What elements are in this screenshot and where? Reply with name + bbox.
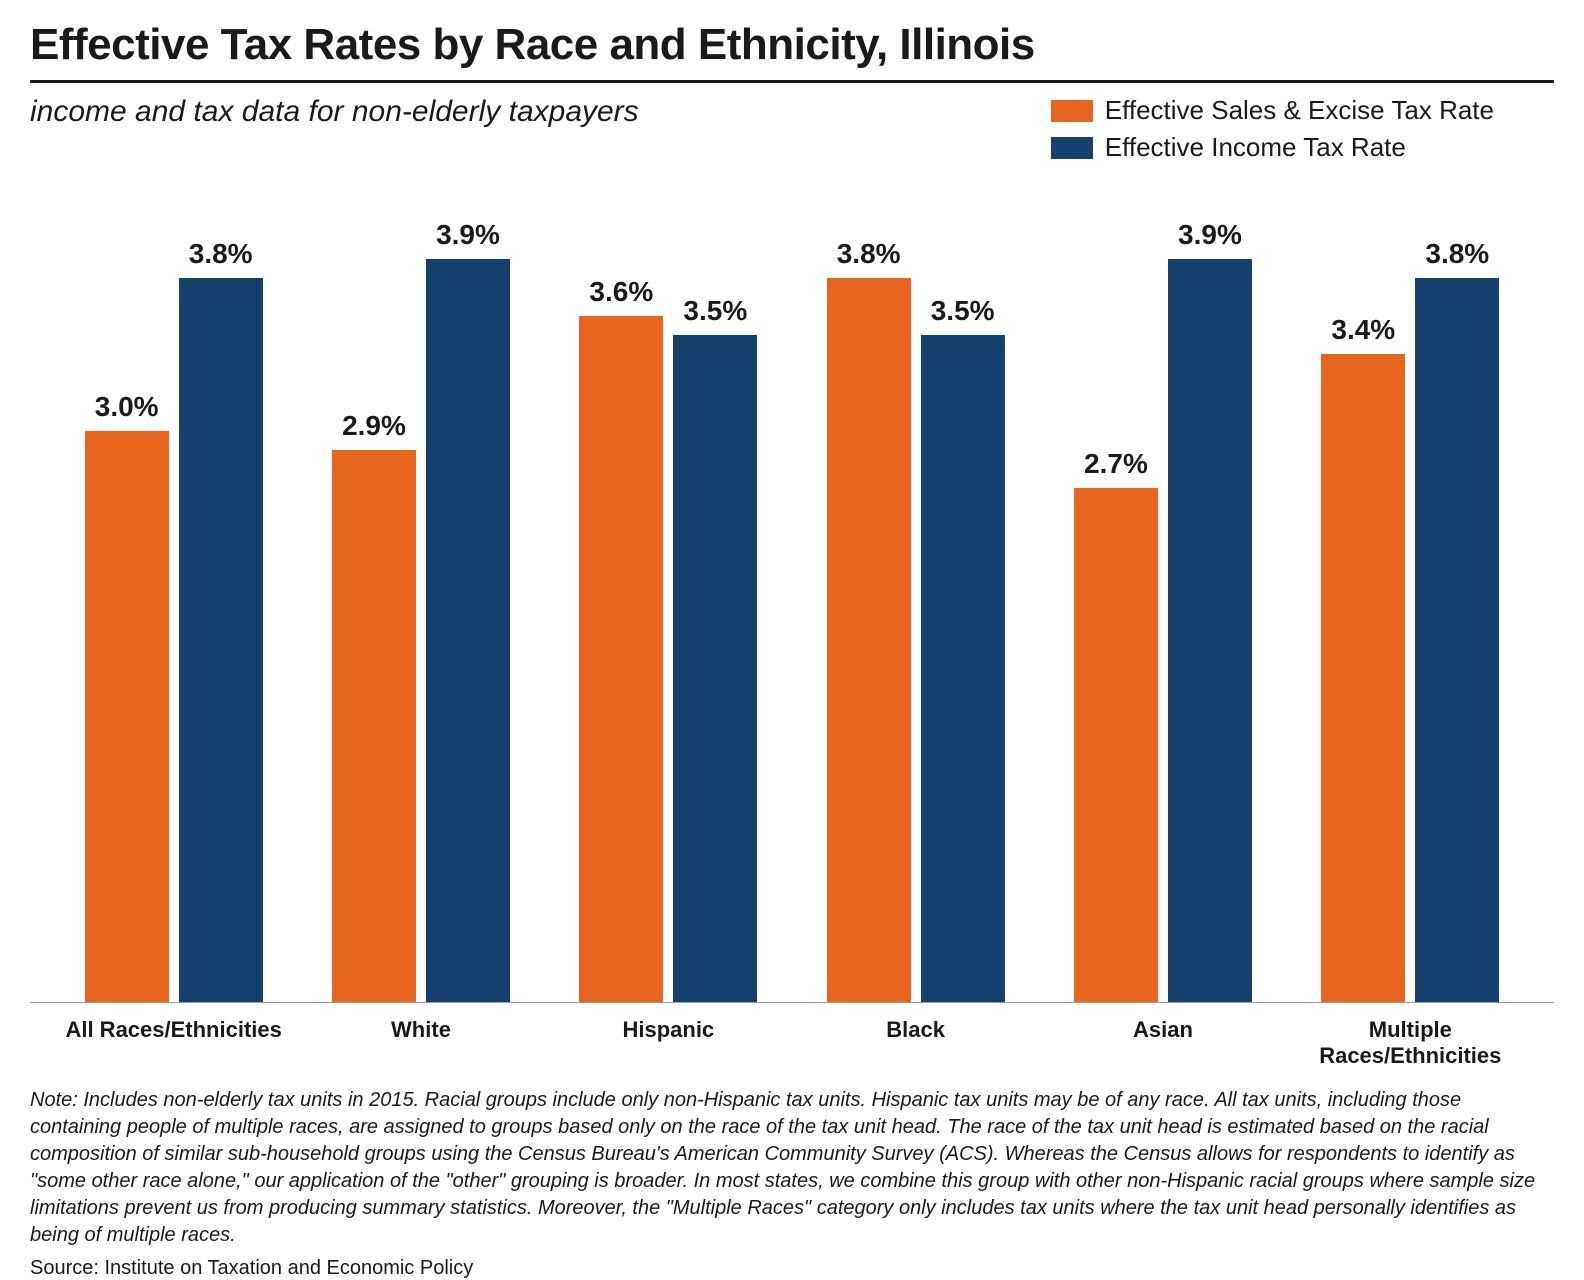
x-axis-label: Hispanic: [545, 1017, 792, 1069]
bar-sales: 3.0%: [85, 431, 169, 1002]
bar-value-label: 3.8%: [837, 238, 901, 270]
x-axis-label: All Races/Ethnicities: [50, 1017, 297, 1069]
legend: Effective Sales & Excise Tax Rate Effect…: [1051, 95, 1554, 163]
legend-label-income: Effective Income Tax Rate: [1105, 132, 1406, 163]
x-axis-label: Asian: [1039, 1017, 1286, 1069]
x-axis-labels: All Races/EthnicitiesWhiteHispanicBlackA…: [30, 1017, 1554, 1069]
legend-swatch-sales: [1051, 100, 1093, 122]
bar-value-label: 3.9%: [436, 219, 500, 251]
bar-value-label: 2.7%: [1084, 448, 1148, 480]
bar-sales: 2.9%: [332, 450, 416, 1002]
bar-sales: 2.7%: [1074, 488, 1158, 1002]
bar-value-label: 2.9%: [342, 410, 406, 442]
bar-group: 2.9%3.9%: [297, 183, 544, 1002]
x-axis-label: White: [297, 1017, 544, 1069]
x-axis-label: Black: [792, 1017, 1039, 1069]
bar-value-label: 3.5%: [683, 295, 747, 327]
legend-item-income: Effective Income Tax Rate: [1051, 132, 1494, 163]
chart-title: Effective Tax Rates by Race and Ethnicit…: [30, 20, 1554, 83]
bar-value-label: 3.9%: [1178, 219, 1242, 251]
bar-income: 3.5%: [921, 335, 1005, 1002]
bar-income: 3.9%: [1168, 259, 1252, 1002]
bar-sales: 3.8%: [827, 278, 911, 1002]
bar-group: 3.8%3.5%: [792, 183, 1039, 1002]
legend-label-sales: Effective Sales & Excise Tax Rate: [1105, 95, 1494, 126]
bar-income: 3.9%: [426, 259, 510, 1002]
bar-group: 3.6%3.5%: [545, 183, 792, 1002]
bar-value-label: 3.8%: [1425, 238, 1489, 270]
bar-group: 2.7%3.9%: [1039, 183, 1286, 1002]
x-axis-label: Multiple Races/Ethnicities: [1287, 1017, 1534, 1069]
chart-subtitle: income and tax data for non-elderly taxp…: [30, 95, 639, 129]
bar-income: 3.8%: [1415, 278, 1499, 1002]
bar-income: 3.8%: [179, 278, 263, 1002]
bar-value-label: 3.8%: [189, 238, 253, 270]
bar-value-label: 3.5%: [931, 295, 995, 327]
chart-source: Source: Institute on Taxation and Econom…: [30, 1257, 1554, 1280]
bar-sales: 3.4%: [1321, 354, 1405, 1002]
bar-value-label: 3.6%: [589, 276, 653, 308]
chart-plot-area: 3.0%3.8%2.9%3.9%3.6%3.5%3.8%3.5%2.7%3.9%…: [30, 183, 1554, 1003]
legend-item-sales: Effective Sales & Excise Tax Rate: [1051, 95, 1494, 126]
header-row: income and tax data for non-elderly taxp…: [30, 95, 1554, 163]
bar-sales: 3.6%: [579, 316, 663, 1002]
bar-income: 3.5%: [673, 335, 757, 1002]
bar-group: 3.4%3.8%: [1287, 183, 1534, 1002]
bar-value-label: 3.4%: [1331, 314, 1395, 346]
legend-swatch-income: [1051, 137, 1093, 159]
bar-group: 3.0%3.8%: [50, 183, 297, 1002]
bar-value-label: 3.0%: [95, 391, 159, 423]
